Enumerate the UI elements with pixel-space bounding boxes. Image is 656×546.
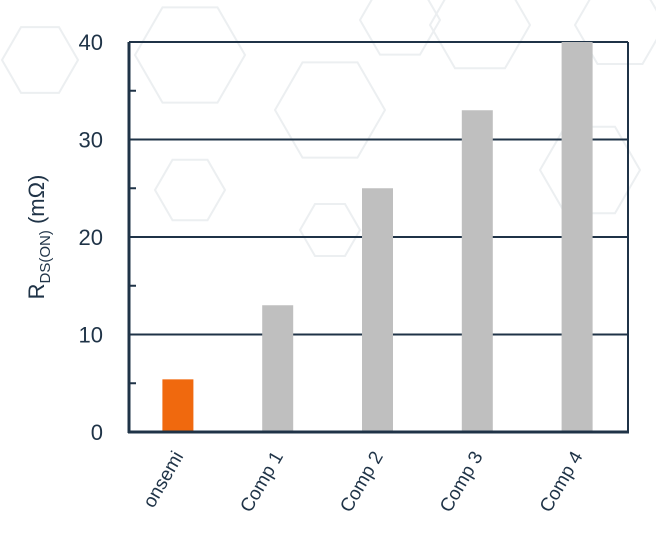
hexagon-decoration <box>428 0 532 70</box>
bars <box>162 42 593 432</box>
x-tick-label: onsemi <box>139 448 188 512</box>
hexagon-decoration <box>573 0 656 65</box>
y-axis-label-unit: (mΩ) <box>24 175 49 231</box>
y-axis-label-sub: DS(ON) <box>37 230 54 283</box>
x-tick-labels: onsemi Comp 1 Comp 2 Comp 3 Comp 4 <box>139 448 587 516</box>
x-tick-label: Comp 1 <box>237 448 288 516</box>
y-tick-labels: 0 10 20 30 40 <box>79 30 103 445</box>
hexagon-decoration <box>358 0 442 56</box>
hexagon-decoration <box>153 158 227 222</box>
y-tick-label: 30 <box>79 128 103 153</box>
hexagon-background <box>0 0 656 257</box>
hexagon-decoration <box>133 6 247 104</box>
y-axis-label-main: R <box>24 283 49 299</box>
bar-comp-3 <box>461 110 493 432</box>
axes <box>127 42 629 434</box>
y-tick-label: 10 <box>79 323 103 348</box>
hexagon-decoration <box>538 125 642 215</box>
y-tick-label: 20 <box>79 225 103 250</box>
x-tick-label: Comp 4 <box>536 448 588 516</box>
y-tick-label: 40 <box>79 30 103 55</box>
bar-comp-1 <box>262 305 294 432</box>
hexagon-decoration <box>298 203 362 257</box>
y-tick-label: 0 <box>91 420 103 445</box>
y-axis-label: RDS(ON) (mΩ) <box>24 175 54 300</box>
bar-comp-2 <box>362 188 393 432</box>
x-tick-label: Comp 3 <box>436 448 487 516</box>
x-tick-label: Comp 2 <box>336 448 387 516</box>
hexagon-decoration <box>273 61 387 159</box>
hexagon-decoration <box>0 26 80 94</box>
bar-onsemi <box>162 379 194 432</box>
bar-comp-4 <box>561 42 593 432</box>
